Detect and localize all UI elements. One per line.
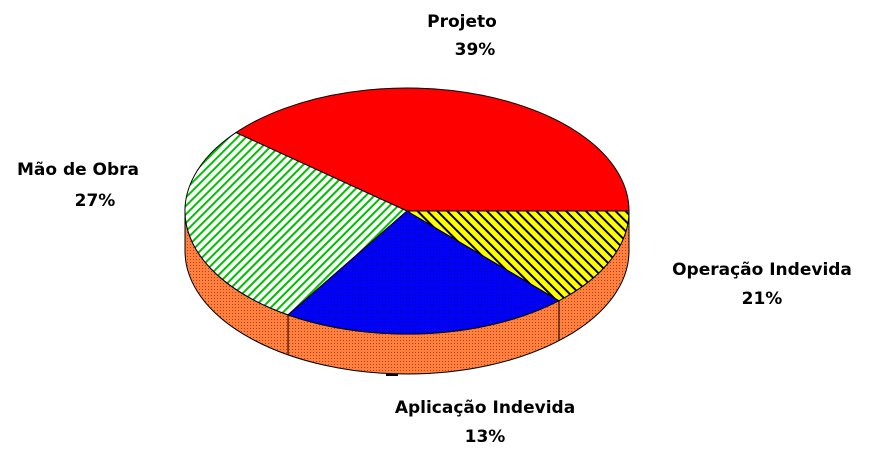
slice-label: Mão de Obra — [17, 160, 139, 180]
pie-slice — [184, 132, 408, 316]
pie-slice — [234, 87, 630, 212]
slice-label: Projeto — [427, 12, 497, 32]
slice-label: Operação Indevida — [672, 260, 852, 280]
slice-value-label: 27% — [75, 191, 116, 211]
slice-label: Aplicação Indevida — [395, 398, 575, 418]
pie-slice — [405, 210, 630, 302]
pie-slice — [287, 210, 561, 335]
slice-value-label: 21% — [742, 289, 783, 309]
slice-value-label: 13% — [465, 427, 506, 447]
slice-value-label: 39% — [455, 40, 496, 60]
